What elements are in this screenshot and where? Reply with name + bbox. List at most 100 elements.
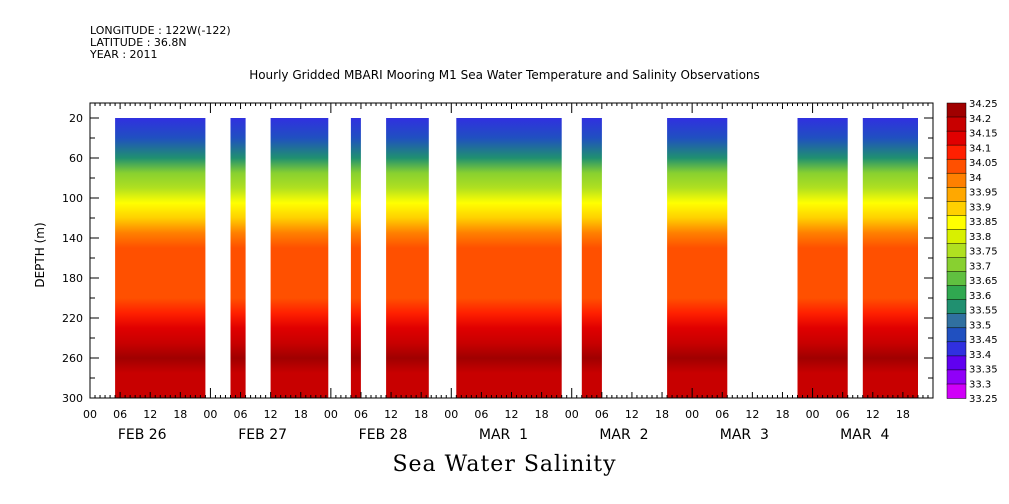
data-block-7 xyxy=(581,118,602,398)
colorbar-swatch xyxy=(946,243,967,259)
x-hour-label: 00 xyxy=(806,408,820,421)
colorbar-label: 33.45 xyxy=(969,335,998,346)
data-block-3 xyxy=(270,118,329,398)
data-block-8 xyxy=(667,118,728,398)
x-hour-label: 00 xyxy=(203,408,217,421)
data-blocks xyxy=(115,118,918,398)
colorbar-swatch xyxy=(946,130,967,146)
x-hour-label: 00 xyxy=(444,408,458,421)
x-hour-label: 12 xyxy=(264,408,278,421)
colorbar-label: 34 xyxy=(969,173,982,184)
colorbar-label: 33.4 xyxy=(969,350,991,361)
x-hour-label: 06 xyxy=(234,408,248,421)
data-block-5 xyxy=(386,118,429,398)
y-tick-label: 180 xyxy=(62,272,83,285)
x-hour-label: 18 xyxy=(173,408,187,421)
x-hour-label: 18 xyxy=(655,408,669,421)
colorbar-swatch xyxy=(946,369,967,385)
x-day-label: MAR 4 xyxy=(840,427,889,443)
data-block-1 xyxy=(115,118,206,398)
colorbar-swatch xyxy=(946,313,967,329)
y-tick-label: 300 xyxy=(62,392,83,405)
colorbar-label: 34.25 xyxy=(969,99,998,110)
colorbar-swatch xyxy=(946,172,967,188)
y-tick-label: 60 xyxy=(69,152,83,165)
data-block-9 xyxy=(797,118,848,398)
latitude-label: LATITUDE : 36.8N xyxy=(90,36,187,49)
x-hour-label: 12 xyxy=(505,408,519,421)
colorbar-swatch xyxy=(946,116,967,132)
colorbar-label: 34.2 xyxy=(969,114,991,125)
x-day-label: MAR 1 xyxy=(479,427,528,443)
colorbar-label: 33.35 xyxy=(969,365,998,376)
colorbar-swatch xyxy=(946,201,967,217)
colorbar-label: 33.8 xyxy=(969,232,991,243)
y-tick-label: 220 xyxy=(62,312,83,325)
x-day-label: MAR 3 xyxy=(720,427,769,443)
colorbar-swatch xyxy=(946,299,967,315)
x-hour-label: 00 xyxy=(685,408,699,421)
colorbar-label: 33.55 xyxy=(969,306,998,317)
x-hour-label: 12 xyxy=(745,408,759,421)
colorbar-swatch xyxy=(946,187,967,203)
colorbar-swatch xyxy=(946,158,967,174)
y-tick-label: 100 xyxy=(62,192,83,205)
x-hour-label: 12 xyxy=(625,408,639,421)
colorbar-swatch xyxy=(946,215,967,231)
data-block-6 xyxy=(456,118,562,398)
x-hour-label: 00 xyxy=(83,408,97,421)
x-hour-label: 18 xyxy=(775,408,789,421)
colorbar-label: 33.7 xyxy=(969,261,991,272)
x-hour-label: 06 xyxy=(113,408,127,421)
colorbar-label: 33.9 xyxy=(969,202,991,213)
x-hour-label: 06 xyxy=(715,408,729,421)
x-hour-label: 18 xyxy=(896,408,910,421)
colorbar-label: 34.15 xyxy=(969,129,998,140)
data-block-10 xyxy=(862,118,918,398)
y-tick-label: 140 xyxy=(62,232,83,245)
x-hour-label: 06 xyxy=(354,408,368,421)
axes: 00 06 12 18 00 06 12 18 00 06 12 18 00 06 12 18 00 06 12 18… xyxy=(62,103,934,443)
x-hour-label: 00 xyxy=(324,408,338,421)
colorbar-swatch xyxy=(946,257,967,273)
year-label: YEAR : 2011 xyxy=(90,48,158,61)
colorbar-label: 33.85 xyxy=(969,217,998,228)
colorbar-label: 33.65 xyxy=(969,276,998,287)
colorbar-swatch xyxy=(946,285,967,301)
colorbar-swatch xyxy=(946,341,967,357)
x-hour-label: 18 xyxy=(294,408,308,421)
y-axis-label: DEPTH (m) xyxy=(33,222,47,287)
x-day-label: FEB 28 xyxy=(359,427,408,443)
x-hour-label: 06 xyxy=(836,408,850,421)
colorbar-swatch xyxy=(946,102,967,118)
colorbar-label: 33.25 xyxy=(969,394,998,405)
colorbar-swatch xyxy=(946,383,967,399)
data-block-2 xyxy=(230,118,246,398)
colorbar-swatch xyxy=(946,229,967,245)
x-hour-label: 18 xyxy=(535,408,549,421)
colorbar-swatch xyxy=(946,144,967,160)
x-hour-label: 06 xyxy=(474,408,488,421)
colorbar-label: 33.95 xyxy=(969,188,998,199)
data-block-4 xyxy=(350,118,361,398)
longitude-label: LONGITUDE : 122W(-122) xyxy=(90,24,231,37)
x-hour-label: 12 xyxy=(143,408,157,421)
colorbar-swatch xyxy=(946,327,967,343)
colorbar-label: 34.1 xyxy=(969,143,991,154)
colorbar: 34.25 34.2 34.15 34.1 34.05 34 33.95 33.9 33.85 3… xyxy=(946,99,998,405)
x-day-label: FEB 26 xyxy=(118,427,167,443)
x-day-label: MAR 2 xyxy=(599,427,648,443)
colorbar-label: 33.5 xyxy=(969,320,991,331)
x-hour-label: 12 xyxy=(384,408,398,421)
x-hour-label: 18 xyxy=(414,408,428,421)
colorbar-swatch xyxy=(946,355,967,371)
x-day-label: FEB 27 xyxy=(238,427,287,443)
chart-caption: Sea Water Salinity xyxy=(392,452,617,477)
x-hour-label: 12 xyxy=(866,408,880,421)
y-tick-label: 20 xyxy=(69,112,83,125)
chart-title: Hourly Gridded MBARI Mooring M1 Sea Wate… xyxy=(249,68,760,82)
x-hour-label: 00 xyxy=(565,408,579,421)
colorbar-label: 33.3 xyxy=(969,379,991,390)
colorbar-label: 34.05 xyxy=(969,158,998,169)
